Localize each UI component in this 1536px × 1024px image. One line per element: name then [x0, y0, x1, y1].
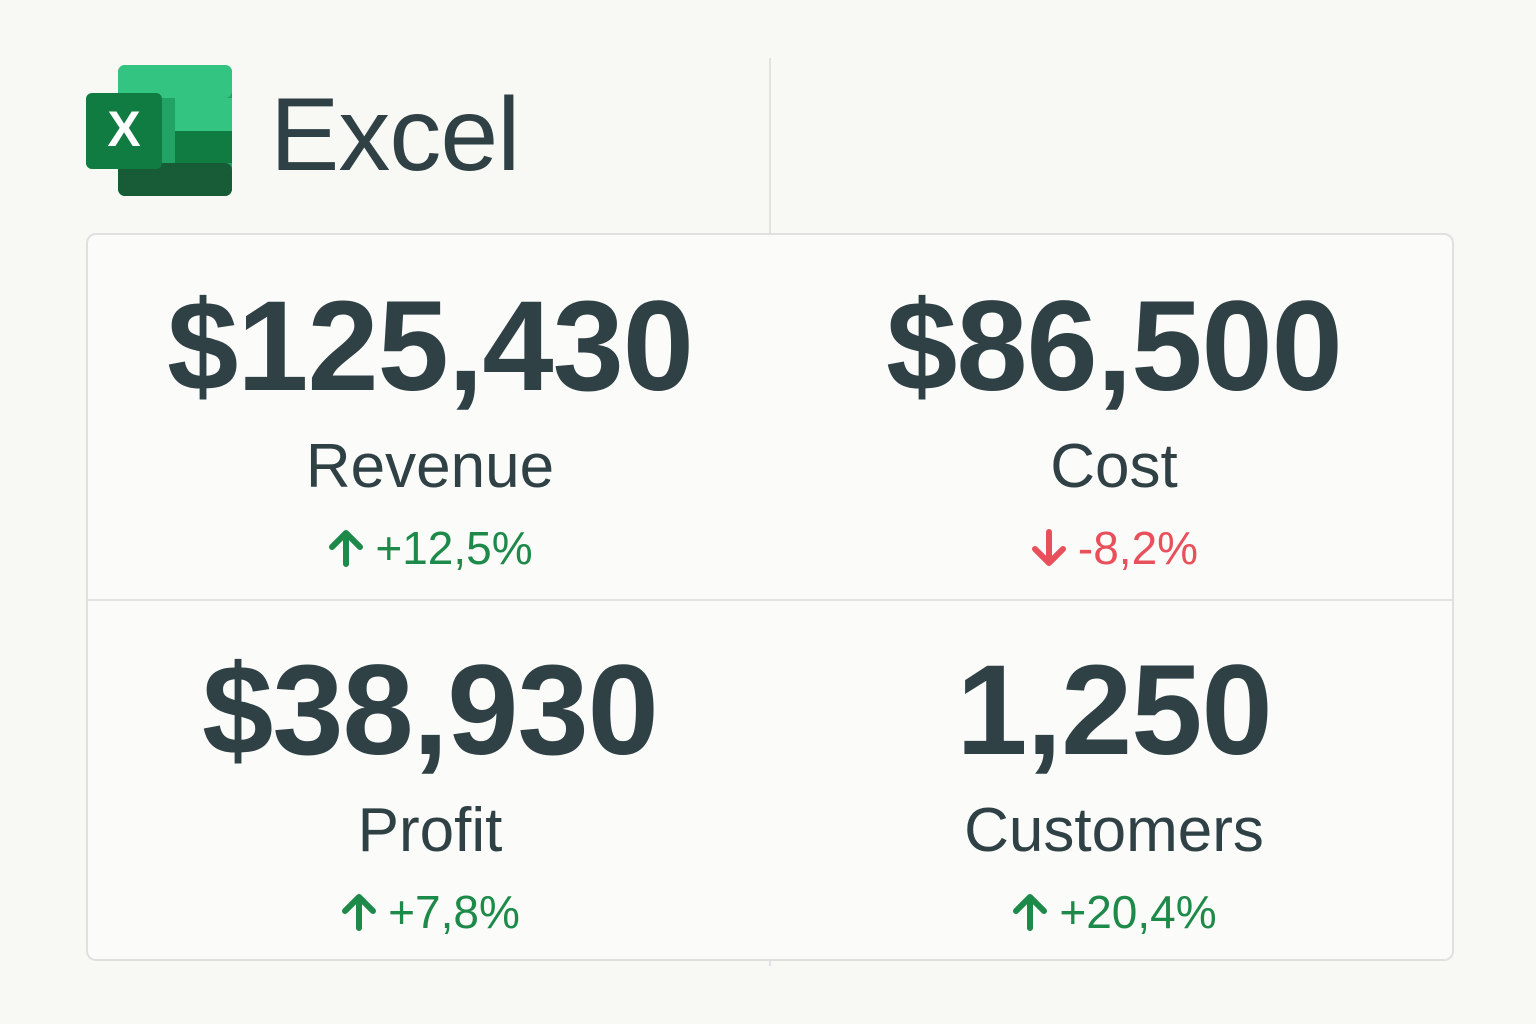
kpi-label: Revenue	[305, 432, 555, 501]
arrow-down	[1031, 529, 1066, 566]
kpi-label: Profit	[357, 796, 503, 865]
divider	[88, 599, 1452, 601]
logo-letter: X	[107, 101, 140, 157]
kpi-change-text: -8,2%	[1077, 522, 1199, 574]
kpi-label: Customers	[964, 796, 1264, 865]
kpi-card: 1,250 Customers +20,4%	[772, 599, 1456, 963]
arrow-up	[1013, 894, 1048, 931]
kpi-label: Cost	[1050, 432, 1178, 501]
kpi-change: +12,5%	[88, 520, 772, 576]
kpi-change-text: +12,5%	[375, 522, 533, 574]
kpi-value: $38,930	[202, 639, 659, 782]
kpi-change: -8,2%	[772, 520, 1456, 576]
kpi-value: 1,250	[956, 639, 1272, 782]
kpi-panel: $125,430 Revenue +12,5% $86,500 Cost -8,2% $38…	[86, 233, 1454, 961]
arrow-up	[329, 530, 364, 567]
kpi-change-text: +7,8%	[388, 886, 520, 938]
kpi-value: $86,500	[886, 275, 1343, 418]
kpi-change: +20,4%	[772, 884, 1456, 940]
kpi-change-text: +20,4%	[1059, 886, 1217, 938]
arrow-up	[342, 894, 377, 931]
kpi-change: +7,8%	[88, 884, 772, 940]
kpi-card: $125,430 Revenue +12,5%	[88, 235, 772, 599]
app-title: Excel	[270, 77, 520, 193]
kpi-value: $125,430	[167, 275, 694, 418]
kpi-card: $38,930 Profit +7,8%	[88, 599, 772, 963]
excel-logo: X	[86, 65, 232, 196]
kpi-card: $86,500 Cost -8,2%	[772, 235, 1456, 599]
